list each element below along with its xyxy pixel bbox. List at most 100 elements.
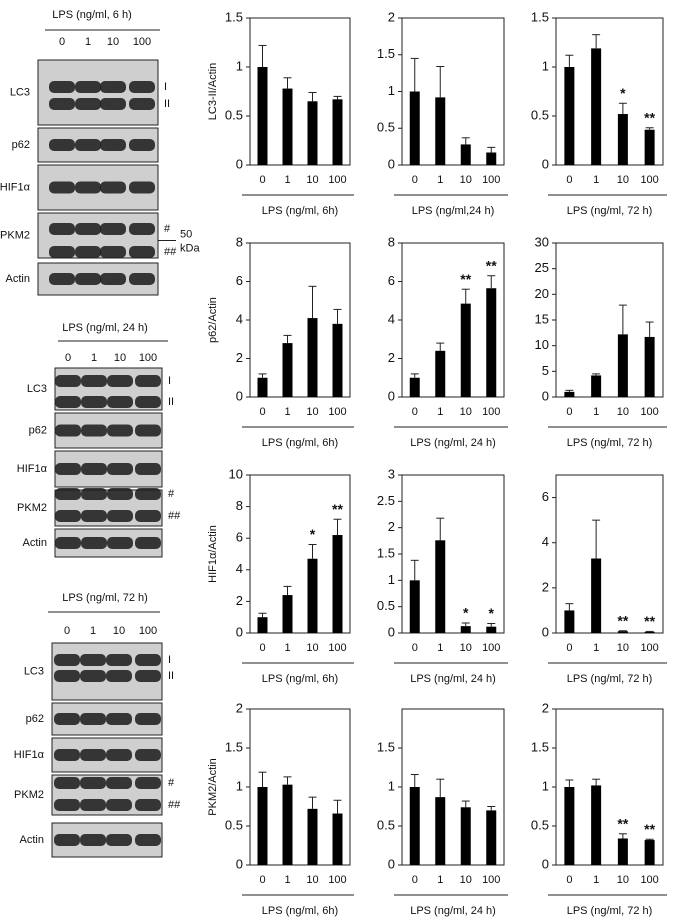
y-tick-label: 4 [236,561,243,576]
blot-title: LPS (ng/ml, 72 h) [62,592,148,604]
plot-frame [555,17,664,166]
bar [591,785,602,865]
y-tick-label: 0.5 [531,817,549,832]
blot-band [129,223,155,235]
band-mark: ## [164,246,177,258]
bar [332,813,343,865]
y-tick-label: 2 [388,350,395,365]
bar [644,840,655,865]
x-tick-label: 1 [437,174,443,186]
blot-band [129,81,155,93]
blot-band [107,463,133,475]
significance: ** [332,501,343,517]
x-tick-label: 0 [259,642,265,654]
bar [486,288,497,397]
blot-row-label: LC3 [10,86,30,98]
blot-band [54,654,80,666]
y-tick-label: 0 [388,388,395,403]
y-tick-label: 10 [229,466,243,481]
lane-label: 10 [114,352,126,364]
y-tick-label: 4 [542,534,549,549]
y-tick-label: 1.5 [225,9,243,24]
blot-band [135,396,161,408]
plot-frame [555,474,664,634]
x-tick-label: 1 [593,874,599,886]
y-tick-label: 30 [535,234,549,249]
blot-row-label: p62 [12,139,30,151]
y-tick-label: 2 [388,9,395,24]
blot-row-label: PKM2 [14,789,44,801]
blot-band [75,223,101,235]
y-tick-label: 0.5 [377,120,395,135]
y-tick-label: 2 [236,700,243,715]
blot-row-label: LC3 [27,383,47,395]
blot-band [106,713,132,725]
lane-label: 1 [85,36,91,48]
y-tick-label: 0 [236,624,243,639]
x-tick-label: 0 [412,406,418,418]
bar [307,808,318,865]
x-axis-label: LPS (ng/ml, 24 h) [410,905,496,917]
y-tick-label: 0 [388,156,395,171]
blot-band [135,799,161,811]
blot-band [81,463,107,475]
bar [591,558,602,633]
blot-band [54,713,80,725]
band-mark: # [168,488,175,500]
blot-band [135,713,161,725]
band-mark: I [164,81,167,93]
x-axis-label: LPS (ng/ml, 6h) [262,437,338,449]
x-tick-label: 100 [328,406,346,418]
blot-band [75,81,101,93]
blot-band [129,273,155,285]
blot-row-label: HIF1α [0,181,31,193]
lane-label: 0 [64,625,70,637]
significance: * [310,526,316,542]
bar [591,375,602,397]
significance: * [463,605,469,621]
x-tick-label: 100 [328,874,346,886]
lane-label: 1 [90,625,96,637]
y-tick-label: 0 [236,388,243,403]
x-tick-label: 0 [412,874,418,886]
x-tick-label: 0 [412,174,418,186]
bar [564,610,575,633]
blot-band [54,670,80,682]
y-axis-label: HIF1α/Actin [207,525,219,583]
blot-band [75,273,101,285]
y-tick-label: 8 [236,498,243,513]
band-mark: ## [168,510,181,522]
y-tick-label: 0 [388,624,395,639]
x-axis-label: LPS (ng/ml, 6h) [262,205,338,217]
bar [460,303,471,397]
plot-frame [249,17,351,166]
y-tick-label: 4 [236,311,243,326]
blot-band [80,713,106,725]
x-tick-label: 100 [482,874,500,886]
blot-band [55,375,81,387]
blot-band [135,510,161,522]
x-tick-label: 100 [482,642,500,654]
bar [617,334,628,397]
blot-band [54,749,80,761]
blot-band [49,139,75,151]
blot-row-label: p62 [26,713,44,725]
y-tick-label: 8 [236,234,243,249]
y-tick-label: 1.5 [377,545,395,560]
bar [644,336,655,397]
x-tick-label: 0 [412,642,418,654]
x-tick-label: 10 [306,174,318,186]
y-tick-label: 1.5 [531,739,549,754]
blot-band [135,749,161,761]
x-tick-label: 1 [437,874,443,886]
x-tick-label: 1 [284,406,290,418]
blot-band [106,670,132,682]
significance: ** [460,271,471,287]
bar [486,810,497,865]
y-tick-label: 15 [535,311,549,326]
blot-band [54,777,80,789]
x-tick-label: 10 [306,642,318,654]
blot-band [106,654,132,666]
blot-band [100,223,126,235]
blot-band [81,488,107,500]
